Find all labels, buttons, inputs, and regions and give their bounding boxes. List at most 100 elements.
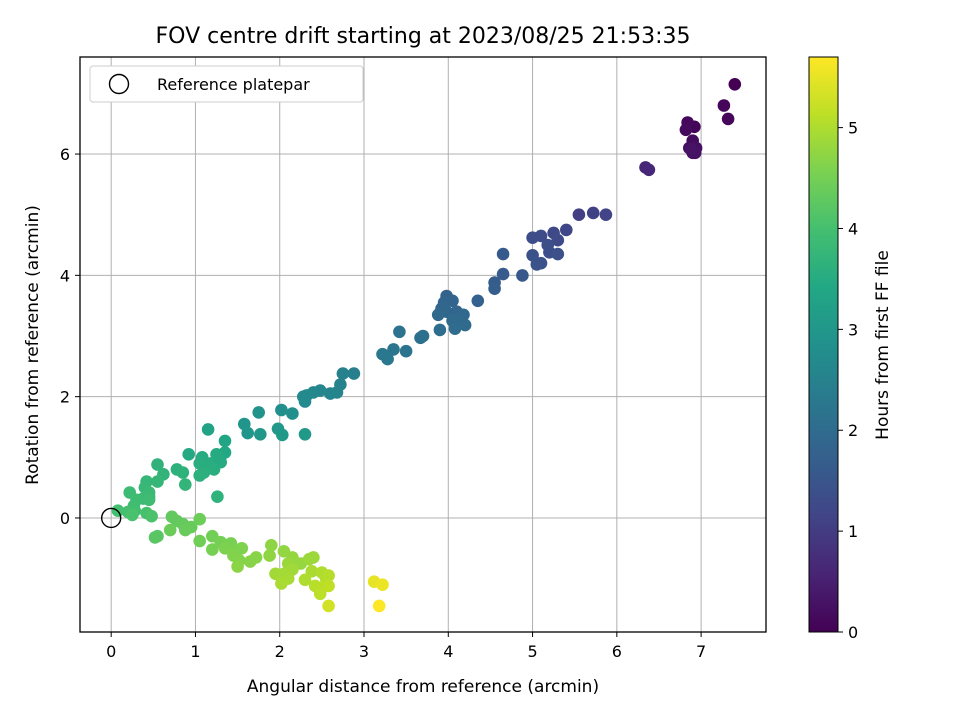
data-point <box>307 551 320 564</box>
data-point <box>298 573 312 587</box>
x-tick-label: 4 <box>443 642 453 661</box>
data-point <box>126 508 139 522</box>
colorbar: 0 1 2 3 4 5 Hours from first FF file <box>808 56 893 642</box>
data-point <box>253 428 267 441</box>
y-axis-ticks: 0 2 4 6 <box>60 145 80 528</box>
data-point <box>516 269 529 282</box>
data-point <box>148 531 162 544</box>
reference-point <box>100 507 122 529</box>
colorbar-tick-label: 1 <box>848 522 858 541</box>
data-point <box>336 367 350 380</box>
data-point <box>193 469 206 482</box>
legend-marker-icon <box>108 73 130 95</box>
data-point <box>381 352 394 366</box>
data-point <box>275 403 288 417</box>
data-point <box>721 112 735 126</box>
data-point <box>151 458 164 471</box>
data-point <box>201 423 215 436</box>
data-point <box>207 463 221 476</box>
x-tick-label: 6 <box>612 642 622 661</box>
colorbar-tick-label: 4 <box>848 219 858 238</box>
data-point <box>347 367 361 380</box>
legend-box <box>89 65 364 103</box>
scatter-points <box>111 78 742 613</box>
colorbar-gradient <box>808 56 839 633</box>
legend-entry-reference: Reference platepar <box>157 75 310 94</box>
data-point <box>642 163 656 177</box>
data-point <box>728 78 742 91</box>
data-point <box>218 434 232 448</box>
data-point <box>599 208 613 221</box>
data-point <box>163 523 177 537</box>
data-point <box>684 142 698 156</box>
reference-marker-icon <box>100 507 122 529</box>
colorbar-label: Hours from first FF file <box>873 250 893 440</box>
data-point <box>324 387 337 400</box>
data-point <box>431 308 445 322</box>
data-point <box>526 231 539 244</box>
x-axis-label: Angular distance from reference (arcmin) <box>247 677 599 697</box>
x-tick-label: 0 <box>106 642 116 661</box>
data-point <box>286 407 299 420</box>
data-point <box>372 599 386 613</box>
data-point <box>471 294 485 308</box>
colorbar-ticks: 0 1 2 3 4 5 <box>838 119 858 642</box>
data-point <box>387 343 400 356</box>
data-point <box>298 428 312 441</box>
data-point <box>151 475 164 488</box>
plot-frame <box>79 56 767 633</box>
x-tick-label: 3 <box>359 642 369 661</box>
data-point <box>241 426 254 440</box>
data-point <box>448 322 462 336</box>
data-point <box>414 331 427 345</box>
data-point <box>193 534 206 548</box>
data-point <box>313 587 327 601</box>
x-axis-ticks: 0 1 2 3 4 5 6 7 <box>106 632 706 661</box>
data-point <box>586 206 600 220</box>
data-point <box>145 509 158 523</box>
data-point <box>206 543 219 556</box>
colorbar-tick-label: 3 <box>848 320 858 339</box>
data-point <box>275 577 288 590</box>
y-axis-label: Rotation from reference (arcmin) <box>23 205 43 485</box>
y-tick-label: 4 <box>60 266 70 285</box>
y-tick-label: 0 <box>60 509 70 528</box>
data-point <box>458 318 472 332</box>
data-point <box>551 247 565 261</box>
data-point <box>433 323 447 337</box>
data-point <box>211 490 224 504</box>
data-point <box>560 223 573 237</box>
y-tick-label: 2 <box>60 388 70 407</box>
data-point <box>679 123 693 137</box>
y-tick-label: 6 <box>60 145 70 164</box>
data-point <box>276 428 289 442</box>
data-point <box>717 99 731 112</box>
data-point <box>488 282 501 296</box>
data-point <box>298 395 312 408</box>
data-point <box>572 208 586 221</box>
data-point <box>231 560 244 573</box>
data-point <box>393 325 406 339</box>
data-point <box>496 247 510 261</box>
data-point <box>193 512 206 526</box>
colorbar-tick-label: 0 <box>848 623 858 642</box>
legend: Reference platepar <box>89 65 364 103</box>
data-point <box>322 599 335 613</box>
data-point <box>142 493 156 507</box>
colorbar-tick-label: 5 <box>848 119 858 138</box>
data-point <box>252 406 265 419</box>
data-point <box>179 478 192 491</box>
data-point <box>399 344 413 358</box>
data-point <box>182 448 195 461</box>
data-point <box>530 258 544 271</box>
data-point <box>551 233 565 247</box>
x-tick-label: 2 <box>275 642 285 661</box>
chart-title: FOV centre drift starting at 2023/08/25 … <box>156 24 691 49</box>
x-tick-label: 7 <box>696 642 706 661</box>
data-point <box>263 549 276 562</box>
x-tick-label: 5 <box>527 642 537 661</box>
data-point <box>322 569 335 582</box>
data-point <box>249 551 263 564</box>
data-point <box>496 267 510 281</box>
